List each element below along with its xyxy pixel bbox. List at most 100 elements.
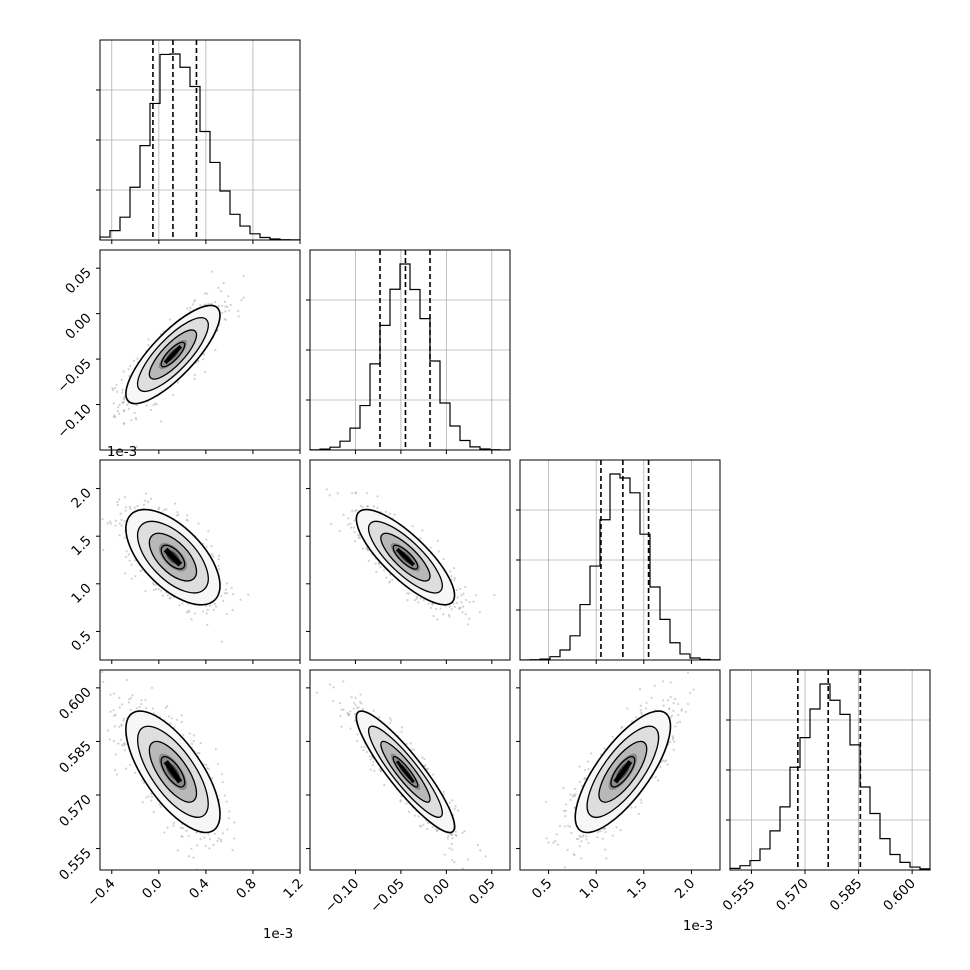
scatter-point <box>108 738 111 741</box>
scatter-point <box>479 849 482 852</box>
scatter-point <box>672 709 675 712</box>
scatter-point <box>391 578 394 582</box>
scatter-point <box>654 776 657 779</box>
scatter-point <box>124 509 127 512</box>
scatter-point <box>569 825 572 828</box>
scatter-point <box>357 534 360 537</box>
scatter-point <box>224 592 227 595</box>
scatter-point <box>644 707 648 710</box>
scatter-point <box>96 550 98 552</box>
scatter-point <box>353 540 357 543</box>
x-tick-label-3-2: 0.585 <box>827 876 866 915</box>
scatter-point <box>242 296 245 299</box>
x-tick-label-2-2: 1.5 <box>624 876 651 903</box>
scatter-point <box>116 503 119 507</box>
x-tick-label-2-0: 0.5 <box>529 876 556 903</box>
scatter-point <box>662 704 665 707</box>
scatter-point <box>545 837 548 840</box>
scatter-point <box>162 330 165 333</box>
scatter-point <box>221 304 224 307</box>
scatter-point <box>120 524 123 527</box>
scatter-point <box>114 713 117 716</box>
scatter-point <box>659 765 662 769</box>
scatter-point <box>580 784 583 787</box>
scatter-point <box>676 702 680 706</box>
scatter-point <box>351 491 354 495</box>
y-tick-label-3-3: 0.600 <box>56 684 95 723</box>
scatter-point <box>586 760 589 763</box>
hist-series <box>729 683 931 870</box>
scatter-point <box>596 831 600 834</box>
scatter-point <box>187 834 190 838</box>
scatter-point <box>169 596 172 599</box>
scatter-point <box>182 734 185 737</box>
density-core <box>163 547 183 567</box>
scatter-point <box>207 530 210 533</box>
scatter-point <box>188 610 191 614</box>
scatter-point <box>453 579 456 582</box>
scatter-point <box>123 397 126 400</box>
density-peak <box>395 547 415 567</box>
scatter-point <box>179 826 182 830</box>
scatter-point <box>372 760 375 764</box>
scatter-point <box>205 763 208 767</box>
scatter-point <box>419 597 422 600</box>
scatter-point <box>666 763 669 766</box>
scatter-point <box>348 713 351 716</box>
scatter-point <box>385 576 388 579</box>
scatter-point <box>431 825 434 829</box>
contour-line-3 <box>355 508 456 606</box>
scatter-point <box>454 830 457 833</box>
scatter-point <box>142 503 146 506</box>
scatter-point <box>113 768 117 771</box>
scatter-point <box>115 773 119 776</box>
scatter-frame <box>309 669 511 871</box>
scatter-point <box>349 727 352 730</box>
scatter-point <box>155 403 158 406</box>
scatter-point <box>621 725 624 728</box>
scatter-point <box>615 826 618 829</box>
scatter-point <box>367 559 370 562</box>
scatter-point <box>130 419 133 422</box>
scatter-point <box>347 713 350 716</box>
hist-panel-1 <box>306 249 511 454</box>
scatter-point <box>231 608 234 612</box>
scatter-point <box>342 513 345 516</box>
scatter-point <box>149 408 153 412</box>
scatter-point <box>460 594 463 597</box>
scatter-point <box>442 557 445 561</box>
scatter-point <box>415 596 418 599</box>
scatter-point <box>558 824 562 828</box>
contour-line-3 <box>125 304 221 405</box>
scatter-point <box>123 748 126 752</box>
scatter-point <box>123 520 126 523</box>
scatter-point <box>233 821 236 824</box>
scatter-point <box>223 300 227 303</box>
scatter-point <box>136 357 139 360</box>
scatter-point <box>217 305 220 308</box>
scatter-point <box>400 726 404 729</box>
scatter-point <box>354 510 357 513</box>
scatter-point <box>411 525 414 528</box>
scatter-point <box>166 594 169 597</box>
scatter-point <box>332 699 335 703</box>
scatter-frame <box>99 459 301 661</box>
scatter-point <box>672 736 675 739</box>
density-peak <box>163 760 183 784</box>
scatter-point <box>124 742 127 746</box>
scatter-point <box>129 507 132 510</box>
scatter-point <box>448 847 451 850</box>
contour-line-0 <box>610 755 636 788</box>
scatter-point <box>453 807 456 810</box>
scatter-point <box>365 750 369 754</box>
scatter-point <box>129 763 132 767</box>
scatter-point <box>120 723 123 726</box>
scatter-point <box>173 502 177 505</box>
scatter-point <box>144 492 148 495</box>
x-tick-label-1-1: −0.05 <box>367 876 408 917</box>
scatter-point <box>446 837 449 840</box>
scatter-point <box>122 422 125 426</box>
scatter-point <box>210 302 213 306</box>
scatter-point <box>116 500 119 504</box>
